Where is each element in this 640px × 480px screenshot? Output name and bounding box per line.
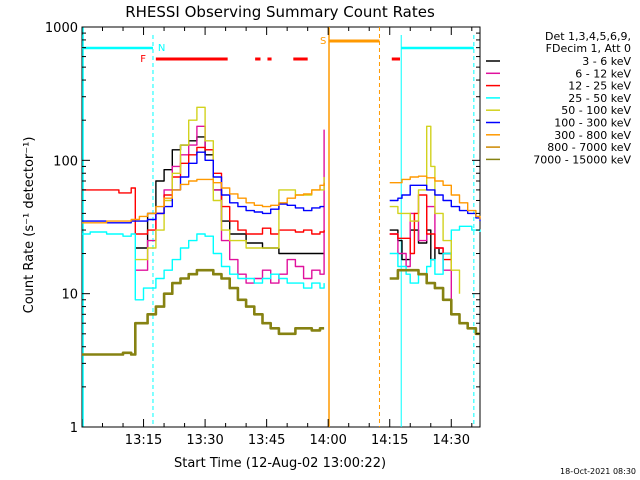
series-line-5 bbox=[389, 184, 481, 222]
legend-entry-label: 50 - 100 keV bbox=[561, 104, 631, 117]
y-tick-label: 1000 bbox=[45, 21, 78, 36]
legend-entry-label: 7000 - 15000 keV bbox=[533, 153, 631, 166]
plot-frame bbox=[81, 26, 481, 428]
legend: Det 1,3,4,5,6,9,FDecim 1, Att 03 - 6 keV… bbox=[486, 30, 631, 166]
x-tick-label: 13:30 bbox=[186, 433, 223, 448]
legend-header-line-2: FDecim 1, Att 0 bbox=[546, 42, 631, 55]
series-line-3 bbox=[389, 225, 481, 284]
night-label: N bbox=[158, 43, 165, 54]
series-line-4 bbox=[135, 106, 325, 261]
legend-entry-label: 25 - 50 keV bbox=[568, 92, 631, 105]
series-line-6 bbox=[82, 178, 325, 224]
x-tick-label: 14:00 bbox=[309, 433, 346, 448]
series-line-8 bbox=[389, 268, 480, 336]
x-tick-label: 14:30 bbox=[433, 433, 470, 448]
y-tick-label: 10 bbox=[61, 288, 78, 303]
x-tick-label: 13:45 bbox=[248, 433, 285, 448]
legend-entry-label: 800 - 7000 keV bbox=[547, 141, 631, 154]
legend-entry-label: 3 - 6 keV bbox=[582, 55, 631, 68]
series-layer bbox=[82, 106, 481, 356]
series-line-6 bbox=[389, 175, 481, 220]
flare-label: F bbox=[140, 54, 146, 65]
annotation-layer: N F S bbox=[82, 27, 475, 427]
y-tick-label: 100 bbox=[53, 154, 78, 169]
axis-layer: 1 10 100 1000 13:15 13:30 13:45 14:00 14:15 14:30 bbox=[45, 21, 480, 448]
x-tick-label: 13:15 bbox=[125, 433, 162, 448]
y-axis-label: Count Rate (s⁻¹ detector⁻¹) bbox=[22, 137, 37, 314]
legend-entry-label: 100 - 300 keV bbox=[554, 117, 631, 130]
x-tick-label: 14:15 bbox=[371, 433, 408, 448]
series-line-4 bbox=[389, 125, 461, 294]
legend-entry-label: 6 - 12 keV bbox=[575, 67, 631, 80]
x-axis-label: Start Time (12-Aug-02 13:00:22) bbox=[174, 456, 386, 471]
legend-entry-label: 300 - 800 keV bbox=[554, 129, 631, 142]
y-tick-label: 1 bbox=[70, 421, 78, 436]
plot-area-border bbox=[81, 26, 481, 428]
chart-title: RHESSI Observing Summary Count Rates bbox=[125, 3, 435, 21]
legend-entry-label: 12 - 25 keV bbox=[568, 80, 631, 93]
series-line-3 bbox=[82, 231, 325, 301]
legend-header-line-1: Det 1,3,4,5,6,9, bbox=[545, 30, 631, 43]
timestamp: 18-Oct-2021 08:30 bbox=[560, 467, 636, 476]
series-line-8 bbox=[82, 268, 325, 356]
saa-label: S bbox=[320, 36, 326, 47]
